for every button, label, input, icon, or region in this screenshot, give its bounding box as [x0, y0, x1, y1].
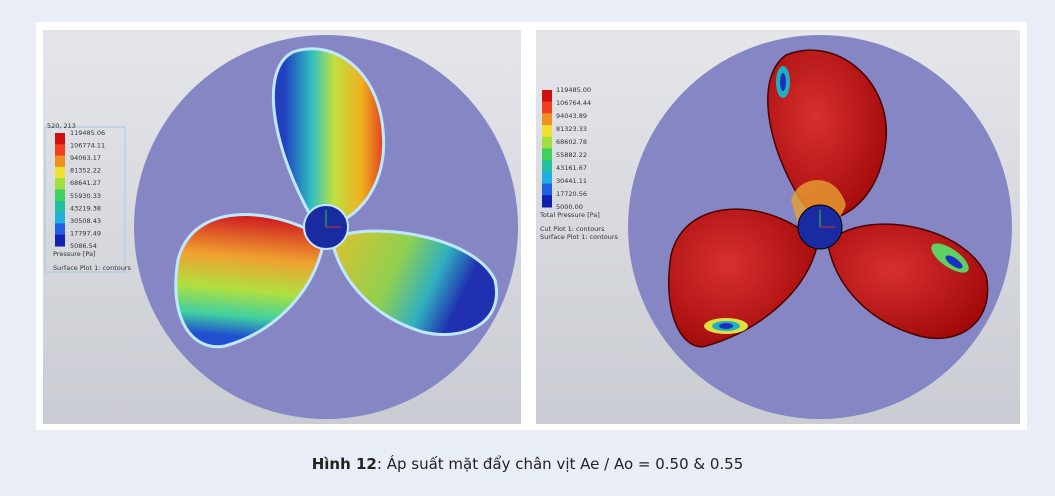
legend-color — [542, 195, 552, 207]
legend-color — [55, 212, 65, 224]
legend-title: Pressure [Pa] — [53, 250, 96, 258]
legend-label: 5000.00 — [556, 203, 583, 211]
legend-color — [55, 201, 65, 213]
legend-color — [542, 160, 552, 172]
legend-label: 81323.33 — [556, 125, 587, 133]
caption-text: : Áp suất mặt đẩy chân vịt Ae / Ao = 0.5… — [377, 455, 743, 473]
legend-label: 30508.43 — [70, 217, 101, 225]
caption: Hình 12: Áp suất mặt đẩy chân vịt Ae / A… — [0, 455, 1055, 473]
legend-label: 17797.49 — [70, 229, 101, 237]
legend-label: 81352.22 — [70, 167, 101, 175]
legend-label: 5086.54 — [70, 242, 97, 250]
legend-label: 30441.11 — [556, 177, 587, 185]
legend-color — [55, 178, 65, 190]
legend-color — [542, 113, 552, 125]
legend-label: 106774.11 — [70, 142, 105, 150]
plot-label: Surface Plot 1: contours — [540, 233, 619, 241]
legend-label: 68602.78 — [556, 138, 587, 146]
legend-color — [542, 149, 552, 161]
legend-color — [55, 144, 65, 156]
legend-color — [55, 223, 65, 235]
legend-label: 106764.44 — [556, 99, 591, 107]
legend-color — [542, 90, 552, 102]
plot-label: Surface Plot 1: contours — [53, 264, 132, 272]
legend-label: 55882.22 — [556, 151, 587, 159]
legend-label: 119485.06 — [70, 129, 105, 137]
legend-color — [542, 172, 552, 184]
caption-label: Hình 12 — [312, 455, 377, 473]
legend-color — [55, 156, 65, 168]
legend-label: 119485.00 — [556, 86, 591, 94]
legend-color — [55, 235, 65, 247]
legend-color — [55, 190, 65, 202]
legend-color — [542, 102, 552, 114]
legend-color — [55, 133, 65, 145]
legend-color — [542, 125, 552, 137]
legend-label: 17720.56 — [556, 190, 587, 198]
legend-title: Total Pressure [Pa] — [539, 211, 600, 219]
legend-label: 43219.38 — [70, 204, 101, 212]
plot-label: Cut Plot 1: contours — [540, 225, 605, 233]
legend-label: 55930.33 — [70, 192, 101, 200]
pressure-image-right: 119485.00 106764.44 94043.89 81323.33 68602.… — [536, 30, 1020, 424]
legend-color — [542, 137, 552, 149]
page: {"figure": { "images": [ {"coords": "520… — [0, 0, 1055, 496]
legend-label: 68641.27 — [70, 179, 101, 187]
legend-color — [542, 184, 552, 196]
legend-label: 94043.89 — [556, 112, 587, 120]
legend-label: 43161.67 — [556, 164, 587, 172]
legend-color — [55, 167, 65, 179]
pressure-image-left: 520, 213119485.06106774.1194063.1781352.… — [43, 30, 521, 424]
legend-label: 94063.17 — [70, 154, 101, 162]
